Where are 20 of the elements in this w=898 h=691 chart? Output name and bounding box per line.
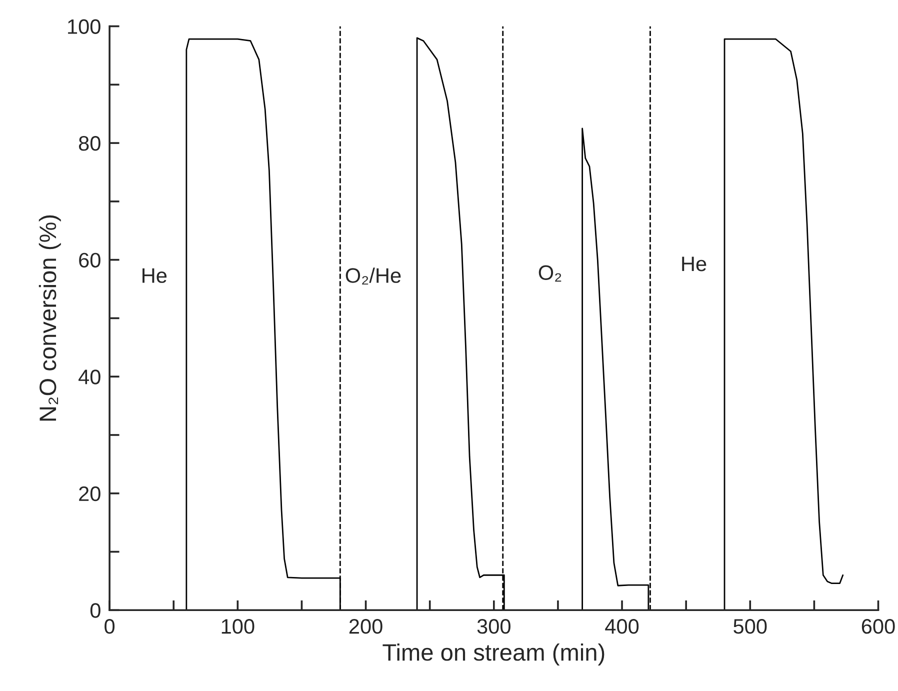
y-tick-label: 60: [79, 252, 100, 268]
x-axis-title: Time on stream (min): [382, 643, 604, 666]
y-tick-label: 20: [79, 486, 100, 502]
x-tick-label: 500: [734, 619, 767, 634]
annotation: O₂: [538, 265, 562, 282]
x-tick-label: 600: [862, 619, 895, 634]
x-tick-label: 200: [349, 619, 382, 634]
x-tick-label: 300: [477, 619, 510, 634]
y-tick-label: 40: [78, 370, 100, 384]
annotation: O₂/He: [346, 268, 401, 284]
y-tick-label: 80: [78, 136, 100, 151]
annotation: He: [142, 268, 167, 283]
annotation: He: [682, 256, 706, 272]
x-tick-label: 0: [104, 619, 115, 634]
x-tick-label: 400: [605, 619, 639, 634]
line-series: [724, 38, 844, 610]
y-axis-title: N₂O conversion (%): [38, 215, 61, 421]
x-tick-label: 100: [222, 619, 254, 634]
y-tick-label: 0: [90, 603, 100, 618]
y-tick-label: 100: [68, 19, 100, 34]
